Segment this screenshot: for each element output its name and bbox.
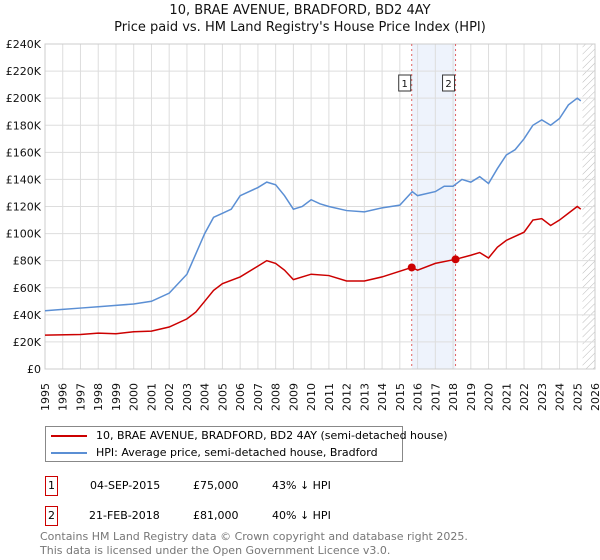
y-tick-label: £160K <box>6 146 42 159</box>
x-tick-label: 1997 <box>74 383 87 411</box>
footer-licence: This data is licensed under the Open Gov… <box>40 544 391 557</box>
x-tick-label: 2015 <box>394 383 407 411</box>
y-tick-label: £100K <box>6 228 42 241</box>
x-tick-label: 2008 <box>270 383 283 411</box>
x-tick-label: 2021 <box>500 383 513 411</box>
x-tick-label: 2026 <box>589 383 600 411</box>
legend: 10, BRAE AVENUE, BRADFORD, BD2 4AY (semi… <box>45 426 448 462</box>
x-tick-label: 2017 <box>429 383 442 411</box>
y-tick-label: £60K <box>13 282 42 295</box>
x-tick-label: 2003 <box>181 383 194 411</box>
y-tick-label: £240K <box>6 38 42 51</box>
y-tick-label: £40K <box>13 309 42 322</box>
series-line-hpi <box>44 97 582 312</box>
x-tick-label: 2011 <box>323 383 336 411</box>
x-tick-label: 2000 <box>128 383 141 411</box>
y-tick-label: £220K <box>6 65 42 78</box>
x-tick-label: 2020 <box>483 383 496 411</box>
x-tick-label: 2023 <box>536 383 549 411</box>
sale-row: 1 04-SEP-2015 £75,000 43% ↓ HPI <box>45 476 445 496</box>
sale-point <box>451 255 460 264</box>
y-tick-label: £0 <box>27 363 41 376</box>
sale-label: 2 <box>445 79 451 90</box>
y-tick-label: £120K <box>6 201 42 214</box>
series-line-property <box>44 205 582 336</box>
x-tick-label: 2018 <box>447 383 460 411</box>
y-tick-label: £20K <box>13 336 42 349</box>
x-tick-label: 2019 <box>465 383 478 411</box>
chart-title: 10, BRAE AVENUE, BRADFORD, BD2 4AY <box>169 3 431 18</box>
legend-item-hpi: HPI: Average price, semi-detached house,… <box>46 446 378 460</box>
y-tick-label: £180K <box>6 119 42 132</box>
x-tick-label: 2016 <box>412 383 425 411</box>
x-tick-label: 2014 <box>376 383 389 411</box>
x-tick-label: 2010 <box>305 383 318 411</box>
sale-label-box <box>442 74 456 92</box>
x-tick-label: 2025 <box>571 383 584 411</box>
x-tick-label: 2006 <box>234 383 247 411</box>
x-tick-label: 1999 <box>110 383 123 411</box>
x-tick-label: 2009 <box>287 383 300 411</box>
x-tick-label: 2005 <box>216 383 229 411</box>
chart-plot: 1995 1996 1997 1998 1999 2000 2001 2002 2003 2004… <box>6 38 600 411</box>
legend-item-property: 10, BRAE AVENUE, BRADFORD, BD2 4AY (semi… <box>46 429 448 443</box>
x-tick-label: 2004 <box>199 383 212 411</box>
sale-point <box>407 263 416 272</box>
x-tick-label: 2001 <box>145 383 158 411</box>
sale-label-box <box>398 74 412 92</box>
x-tick-label: 1996 <box>57 383 70 411</box>
x-tick-label: 1998 <box>92 383 105 411</box>
x-tick-label: 2013 <box>358 383 371 411</box>
y-tick-label: £80K <box>13 255 42 268</box>
x-tick-label: 2002 <box>163 383 176 411</box>
y-tick-label: £200K <box>6 92 42 105</box>
x-tick-label: 2022 <box>518 383 531 411</box>
x-tick-label: 2012 <box>341 383 354 411</box>
x-tick-label: 1995 <box>39 383 52 411</box>
sale-label: 1 <box>402 79 408 90</box>
plot-border <box>44 43 596 370</box>
y-tick-label: £140K <box>6 173 42 186</box>
sale-row: 2 21-FEB-2018 £81,000 40% ↓ HPI <box>45 506 445 526</box>
chart-subtitle: Price paid vs. HM Land Registry's House … <box>114 20 486 35</box>
x-tick-label: 2007 <box>252 383 265 411</box>
x-tick-label: 2024 <box>554 383 567 411</box>
footer-copyright: Contains HM Land Registry data © Crown c… <box>40 530 468 543</box>
